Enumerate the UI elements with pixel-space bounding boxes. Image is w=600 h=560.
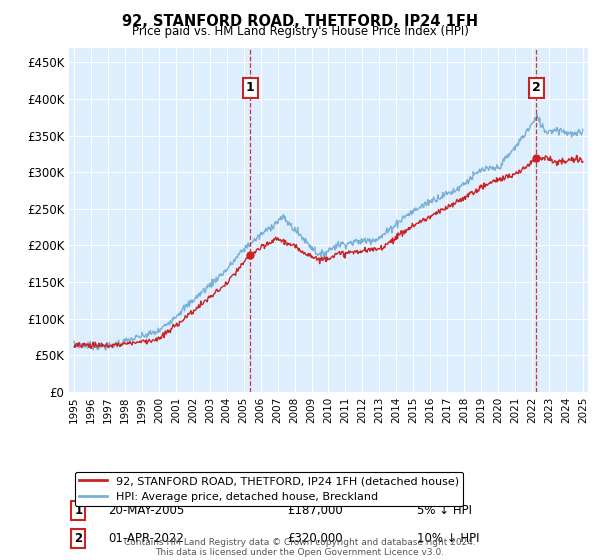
Text: Contains HM Land Registry data © Crown copyright and database right 2024.
This d: Contains HM Land Registry data © Crown c… <box>124 538 476 557</box>
Text: £187,000: £187,000 <box>287 505 343 517</box>
Text: 2: 2 <box>74 532 82 545</box>
Text: 92, STANFORD ROAD, THETFORD, IP24 1FH: 92, STANFORD ROAD, THETFORD, IP24 1FH <box>122 14 478 29</box>
Text: 5% ↓ HPI: 5% ↓ HPI <box>417 505 472 517</box>
Text: 1: 1 <box>246 81 254 95</box>
Text: 10% ↓ HPI: 10% ↓ HPI <box>417 532 479 545</box>
Text: Price paid vs. HM Land Registry's House Price Index (HPI): Price paid vs. HM Land Registry's House … <box>131 25 469 38</box>
Text: 01-APR-2022: 01-APR-2022 <box>108 532 184 545</box>
Text: 1: 1 <box>74 505 82 517</box>
Text: 20-MAY-2005: 20-MAY-2005 <box>108 505 184 517</box>
Text: 2: 2 <box>532 81 541 95</box>
Text: £320,000: £320,000 <box>287 532 343 545</box>
Legend: 92, STANFORD ROAD, THETFORD, IP24 1FH (detached house), HPI: Average price, deta: 92, STANFORD ROAD, THETFORD, IP24 1FH (d… <box>74 472 463 506</box>
